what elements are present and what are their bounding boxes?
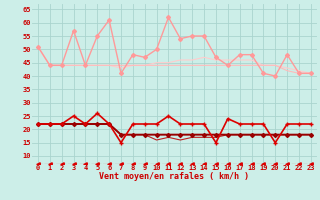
X-axis label: Vent moyen/en rafales ( km/h ): Vent moyen/en rafales ( km/h ) xyxy=(100,172,249,181)
